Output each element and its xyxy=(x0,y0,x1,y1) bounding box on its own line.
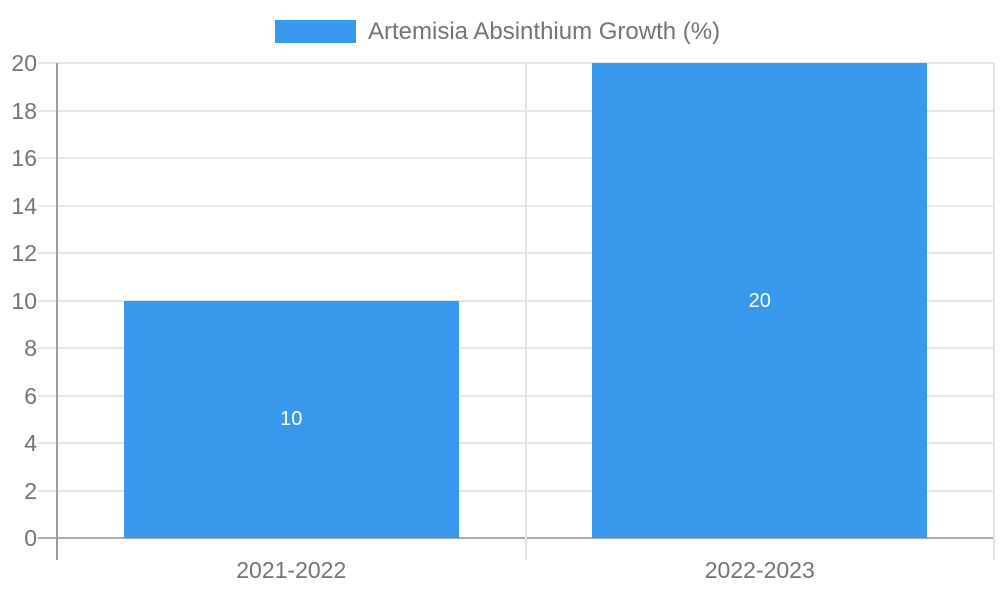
x-axis-category-label: 2022-2023 xyxy=(704,557,815,583)
gridline xyxy=(38,252,994,254)
x-axis-baseline xyxy=(38,537,994,539)
y-tick-label: 2 xyxy=(24,477,37,504)
y-tick-label: 4 xyxy=(24,430,37,456)
gridline xyxy=(38,442,994,444)
y-tick-label: 12 xyxy=(11,240,37,266)
chart-legend: Artemisia Absinthium Growth (%) xyxy=(275,17,721,45)
plot-right-border-line xyxy=(993,63,995,560)
bar-value-label: 20 xyxy=(748,289,771,312)
y-tick-label: 14 xyxy=(11,192,37,219)
gridline xyxy=(38,347,994,349)
legend-swatch xyxy=(275,20,356,43)
gridline xyxy=(38,204,994,207)
category-divider-line xyxy=(524,63,527,560)
legend-label: Artemisia Absinthium Growth (%) xyxy=(368,17,721,45)
x-axis-category-label: 2021-2022 xyxy=(236,557,347,583)
gridline xyxy=(38,299,994,302)
gridline xyxy=(38,157,994,159)
gridline xyxy=(38,62,994,64)
y-axis-line xyxy=(56,63,58,560)
y-tick-label: 0 xyxy=(24,525,37,551)
y-tick-label: 18 xyxy=(11,97,37,124)
y-tick-label: 10 xyxy=(11,287,37,314)
y-tick-label: 8 xyxy=(24,335,37,361)
bar-2021-2022[interactable] xyxy=(124,300,459,538)
bar-value-label: 10 xyxy=(280,408,303,431)
gridline xyxy=(38,489,994,492)
bar-2022-2023[interactable] xyxy=(592,63,927,538)
y-tick-label: 6 xyxy=(24,382,37,409)
y-tick-label: 16 xyxy=(11,145,37,171)
gridline xyxy=(38,394,994,397)
y-tick-label: 20 xyxy=(11,50,37,76)
gridline xyxy=(38,109,994,112)
